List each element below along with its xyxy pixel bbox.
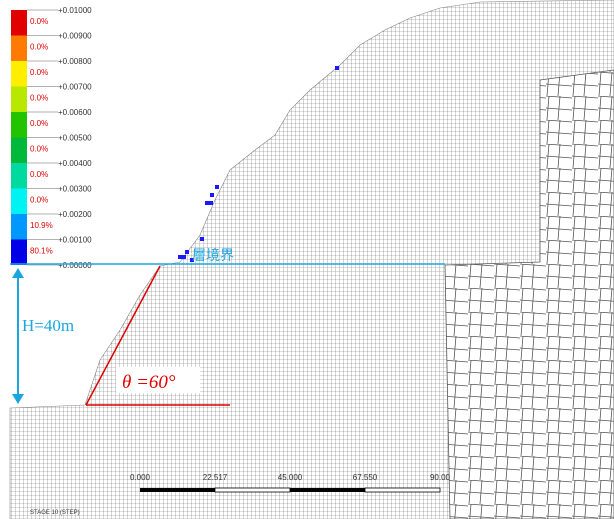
slope-line [85, 265, 161, 406]
legend-tick-label: +0.00200 [58, 210, 92, 219]
legend-swatch [11, 112, 27, 138]
scale-segment [214, 487, 291, 493]
scale-label: 67.550 [353, 473, 378, 482]
label-bg [116, 367, 200, 393]
legend-tick-label: +0.00400 [58, 159, 92, 168]
legend-percent: 80.1% [30, 247, 53, 256]
legend-percent: 0.0% [30, 43, 48, 52]
scale-label: 45.000 [278, 473, 303, 482]
legend-swatch [11, 86, 27, 112]
layer-label: 層境界 [192, 248, 234, 264]
legend-percent: 0.0% [30, 196, 48, 205]
annotations: H=40m 層境界 θ =60° [10, 248, 445, 406]
legend-tick-label: +0.00600 [58, 108, 92, 117]
legend-tick-label: +0.01000 [58, 6, 92, 15]
legend-tick-label: +0.00000 [58, 261, 92, 270]
legend-percent: 0.0% [30, 170, 48, 179]
legend-percent: 0.0% [30, 17, 48, 26]
legend: 0.0% 0.0% 0.0% 0.0% 0.0% 0.0% 0.0% 0.0% 10.9% 80.… [0, 0, 110, 270]
legend-swatch [11, 35, 27, 61]
legend-tick-label: +0.00500 [58, 134, 92, 143]
legend-percent: 0.0% [30, 145, 48, 154]
legend-percent: 10.9% [30, 221, 53, 230]
legend-swatch [11, 10, 27, 36]
yield-points [178, 66, 339, 262]
scale-label: 22.517 [203, 473, 228, 482]
scale-segment [364, 487, 441, 493]
legend-tick-label: +0.00800 [58, 57, 92, 66]
scale-label: 90.00 [430, 473, 451, 482]
height-label: H=40m [22, 316, 74, 335]
label-bg [20, 315, 72, 335]
coarse-mesh [444, 69, 614, 519]
legend-swatch [11, 188, 27, 214]
legend-percent: 0.0% [30, 68, 48, 77]
legend-percent: 0.0% [30, 94, 48, 103]
legend-swatch [11, 163, 27, 189]
legend-swatch [11, 137, 27, 163]
legend-tick-label: +0.00900 [58, 32, 92, 41]
legend-tick-label: +0.00300 [58, 185, 92, 194]
scale-label: 0.000 [130, 473, 151, 482]
legend-tick-label: +0.00700 [58, 83, 92, 92]
legend-percent: 0.0% [30, 119, 48, 128]
legend-swatch [11, 214, 27, 240]
angle-label: θ =60° [122, 372, 176, 393]
footer: STAGE 10 (STEP) [30, 510, 80, 516]
legend-swatch [11, 61, 27, 87]
legend-tick-label: +0.00100 [58, 236, 92, 245]
scale-bar: 0.000 22.517 45.000 67.550 90.00 [130, 473, 451, 493]
legend-swatch [11, 239, 27, 265]
